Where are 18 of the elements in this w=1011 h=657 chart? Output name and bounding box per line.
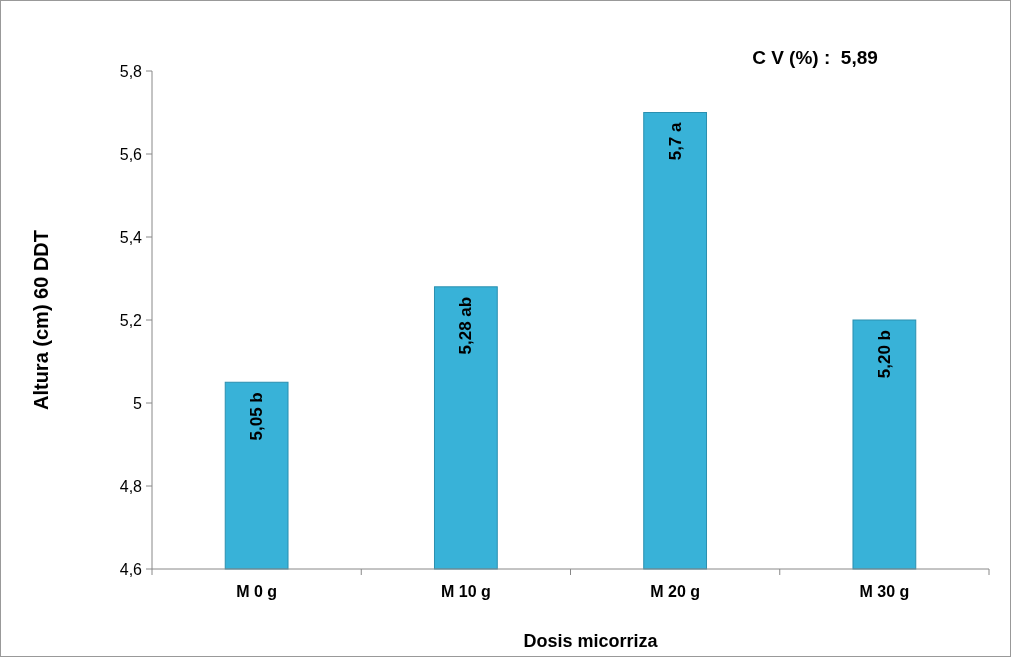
text: C V (%) : 5,89 bbox=[752, 47, 878, 68]
x-axis-title: Dosis micorriza bbox=[523, 631, 659, 651]
data-label: 5,7 a bbox=[665, 121, 685, 161]
y-tick-label: 5,2 bbox=[119, 311, 143, 329]
x-tick-label: M 10 g bbox=[440, 583, 491, 600]
data-label: 5,20 b bbox=[874, 330, 894, 379]
y-tick-label: 5,6 bbox=[119, 145, 143, 163]
x-tick-label: M 30 g bbox=[859, 583, 910, 600]
x-tick-label: M 0 g bbox=[236, 583, 278, 600]
x-tick-label: M 20 g bbox=[650, 583, 701, 600]
data-label: 5,28 ab bbox=[456, 296, 476, 355]
y-tick-label: 4,6 bbox=[119, 560, 143, 578]
y-tick-label: 5,4 bbox=[119, 228, 143, 246]
y-tick-label: 5,8 bbox=[119, 62, 143, 80]
y-tick-label: 5 bbox=[133, 394, 143, 412]
y-axis-title: Altura (cm) 60 DDT bbox=[30, 229, 52, 411]
y-tick-label: 4,8 bbox=[119, 477, 143, 495]
data-label: 5,05 b bbox=[247, 392, 267, 441]
